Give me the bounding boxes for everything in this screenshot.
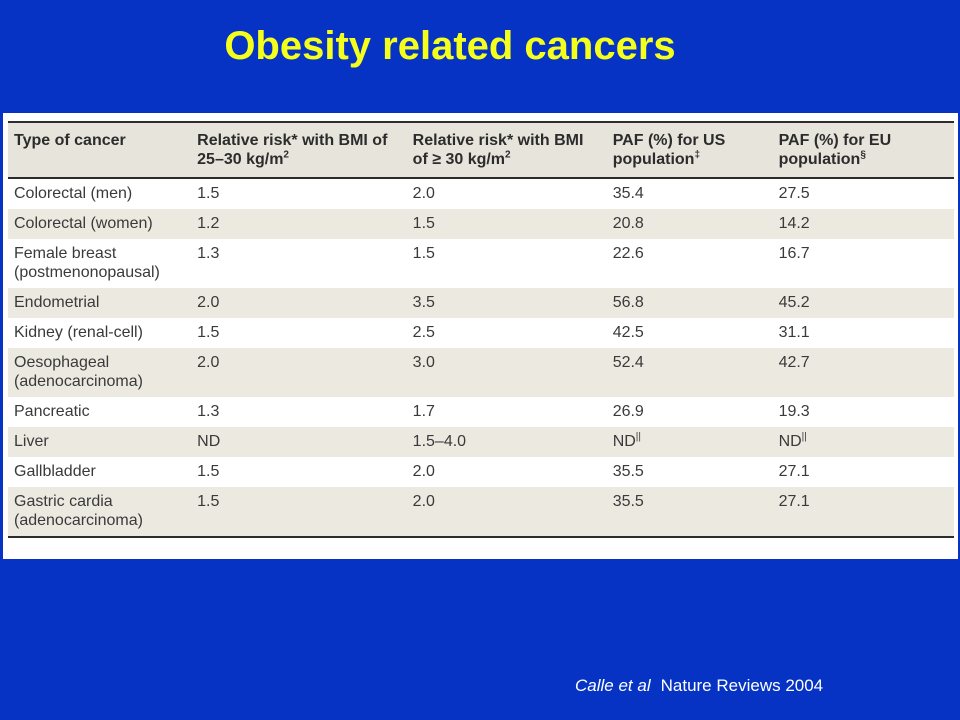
value-cell: 2.0 bbox=[406, 178, 607, 209]
value-cell: 2.5 bbox=[406, 318, 607, 348]
cancer-type-cell: Kidney (renal-cell) bbox=[8, 318, 192, 348]
cancer-type-cell: Oesophageal (adenocarcinoma) bbox=[8, 348, 192, 397]
value-cell: 2.0 bbox=[191, 348, 407, 397]
cancer-type-cell: Colorectal (women) bbox=[8, 209, 192, 239]
value-cell: 19.3 bbox=[772, 397, 954, 427]
value-cell: 3.0 bbox=[406, 348, 607, 397]
value-cell: 16.7 bbox=[772, 239, 954, 288]
table-row: Gastric cardia (adenocarcinoma) 1.5 2.0 35.… bbox=[8, 487, 954, 538]
value-cell: 1.5–4.0 bbox=[406, 427, 607, 457]
value-cell: 3.5 bbox=[406, 288, 607, 318]
value-cell: 20.8 bbox=[606, 209, 773, 239]
table-body: Colorectal (men) 1.5 2.0 35.4 27.5 Colorectal… bbox=[8, 178, 954, 538]
value-cell: 22.6 bbox=[606, 239, 773, 288]
value-cell: 14.2 bbox=[772, 209, 954, 239]
value-cell: 31.1 bbox=[772, 318, 954, 348]
cancer-type-cell: Gallbladder bbox=[8, 457, 192, 487]
value-cell: ND bbox=[191, 427, 407, 457]
citation: Calle et al Nature Reviews 2004 bbox=[575, 676, 823, 696]
value-cell: 1.5 bbox=[191, 487, 407, 538]
cancer-type-cell: Endometrial bbox=[8, 288, 192, 318]
value-cell: 26.9 bbox=[606, 397, 773, 427]
header-cell: PAF (%) for EU population§ bbox=[772, 121, 954, 179]
table-row: Female breast (postmenonopausal) 1.3 1.5 22… bbox=[8, 239, 954, 288]
value-cell: 2.0 bbox=[191, 288, 407, 318]
value-cell: 1.5 bbox=[191, 457, 407, 487]
value-cell: 35.5 bbox=[606, 487, 773, 538]
header-cell: Type of cancer bbox=[8, 121, 192, 179]
value-cell: 42.5 bbox=[606, 318, 773, 348]
value-cell: 27.5 bbox=[772, 178, 954, 209]
table-row: Gallbladder 1.5 2.0 35.5 27.1 bbox=[8, 457, 954, 487]
cancer-type-cell: Female breast (postmenonopausal) bbox=[8, 239, 192, 288]
citation-source: Nature Reviews 2004 bbox=[660, 676, 824, 695]
table-row: Liver ND 1.5–4.0 ND|| ND|| bbox=[8, 427, 954, 457]
table-row: Pancreatic 1.3 1.7 26.9 19.3 bbox=[8, 397, 954, 427]
value-cell: 27.1 bbox=[772, 487, 954, 538]
value-cell: 1.7 bbox=[406, 397, 607, 427]
value-cell: 1.5 bbox=[406, 209, 607, 239]
value-cell: 1.5 bbox=[406, 239, 607, 288]
value-cell: 1.5 bbox=[191, 318, 407, 348]
slide-title: Obesity related cancers bbox=[224, 24, 676, 68]
value-cell: ND|| bbox=[772, 427, 954, 457]
value-cell: 1.3 bbox=[191, 397, 407, 427]
table-row: Colorectal (women) 1.2 1.5 20.8 14.2 bbox=[8, 209, 954, 239]
value-cell: 2.0 bbox=[406, 457, 607, 487]
header-cell: PAF (%) for US population‡ bbox=[606, 121, 773, 179]
value-cell: 35.4 bbox=[606, 178, 773, 209]
table-header-row: Type of cancer Relative risk* with BMI o… bbox=[8, 121, 954, 179]
citation-authors: Calle et al bbox=[575, 676, 651, 695]
table-row: Oesophageal (adenocarcinoma) 2.0 3.0 52.4 42… bbox=[8, 348, 954, 397]
value-cell: 45.2 bbox=[772, 288, 954, 318]
cancer-risk-table: Type of cancer Relative risk* with BMI o… bbox=[8, 121, 954, 538]
cancer-type-cell: Gastric cardia (adenocarcinoma) bbox=[8, 487, 192, 538]
cancer-type-cell: Liver bbox=[8, 427, 192, 457]
value-cell: 56.8 bbox=[606, 288, 773, 318]
cancer-type-cell: Colorectal (men) bbox=[8, 178, 192, 209]
table-row: Colorectal (men) 1.5 2.0 35.4 27.5 bbox=[8, 178, 954, 209]
value-cell: 2.0 bbox=[406, 487, 607, 538]
table-row: Kidney (renal-cell) 1.5 2.5 42.5 31.1 bbox=[8, 318, 954, 348]
value-cell: 1.2 bbox=[191, 209, 407, 239]
header-cell: Relative risk* with BMI of ≥ 30 kg/m2 bbox=[406, 121, 607, 179]
value-cell: 42.7 bbox=[772, 348, 954, 397]
value-cell: 1.3 bbox=[191, 239, 407, 288]
value-cell: 27.1 bbox=[772, 457, 954, 487]
value-cell: ND|| bbox=[606, 427, 773, 457]
value-cell: 35.5 bbox=[606, 457, 773, 487]
header-cell: Relative risk* with BMI of 25–30 kg/m2 bbox=[191, 121, 407, 179]
cancer-type-cell: Pancreatic bbox=[8, 397, 192, 427]
value-cell: 1.5 bbox=[191, 178, 407, 209]
value-cell: 52.4 bbox=[606, 348, 773, 397]
table-panel: Type of cancer Relative risk* with BMI o… bbox=[3, 113, 958, 559]
table-row: Endometrial 2.0 3.5 56.8 45.2 bbox=[8, 288, 954, 318]
